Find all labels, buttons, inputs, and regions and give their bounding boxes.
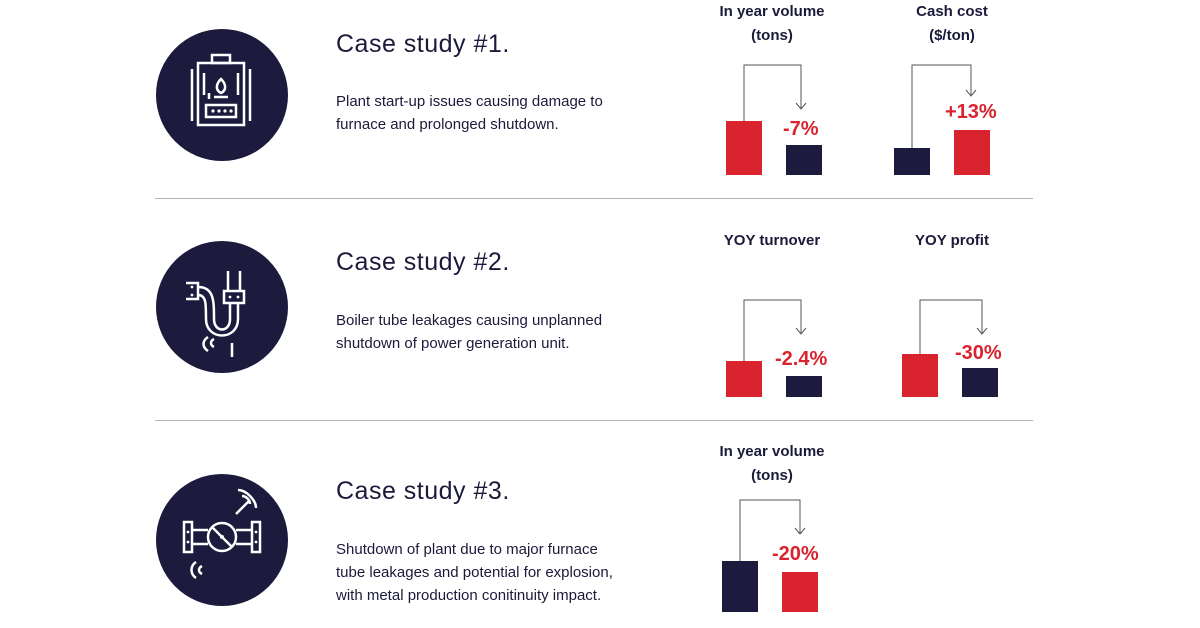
delta-value: -30% [955, 342, 1002, 364]
bar-before [722, 561, 758, 612]
furnace-icon [156, 29, 288, 161]
bar-before [726, 361, 762, 397]
metric-label: YOY profit [915, 232, 989, 249]
metric-label: YOY turnover [723, 232, 821, 249]
section-divider [155, 198, 1033, 199]
case-description: Shutdown of plant due to major furnace t… [336, 541, 613, 604]
delta-value: -20% [772, 543, 819, 565]
bar-after [782, 572, 818, 612]
section-divider [155, 420, 1033, 421]
metric-label: Cash cost ($/ton) [916, 3, 988, 44]
case-description: Boiler tube leakages causing unplanned s… [336, 312, 603, 352]
bar-before [726, 121, 762, 175]
case-title: Case study #1. [336, 30, 510, 58]
bar-before [894, 148, 930, 175]
delta-value: +13% [945, 101, 997, 123]
bar-after [786, 145, 822, 175]
metric-label: In year volume (tons) [719, 443, 825, 484]
leaking-pipe-icon [156, 241, 288, 373]
bar-after [954, 130, 990, 175]
metric-label: In year volume (tons) [719, 3, 825, 44]
delta-value: -2.4% [775, 348, 828, 370]
bar-after [962, 368, 998, 397]
bar-after [786, 376, 822, 397]
delta-value: -7% [783, 118, 819, 140]
case-title: Case study #2. [336, 248, 510, 276]
case-title: Case study #3. [336, 477, 510, 505]
valve-pipe-icon [156, 474, 288, 606]
bar-before [902, 354, 938, 397]
case-description: Plant start-up issues causing damage to … [336, 93, 603, 133]
